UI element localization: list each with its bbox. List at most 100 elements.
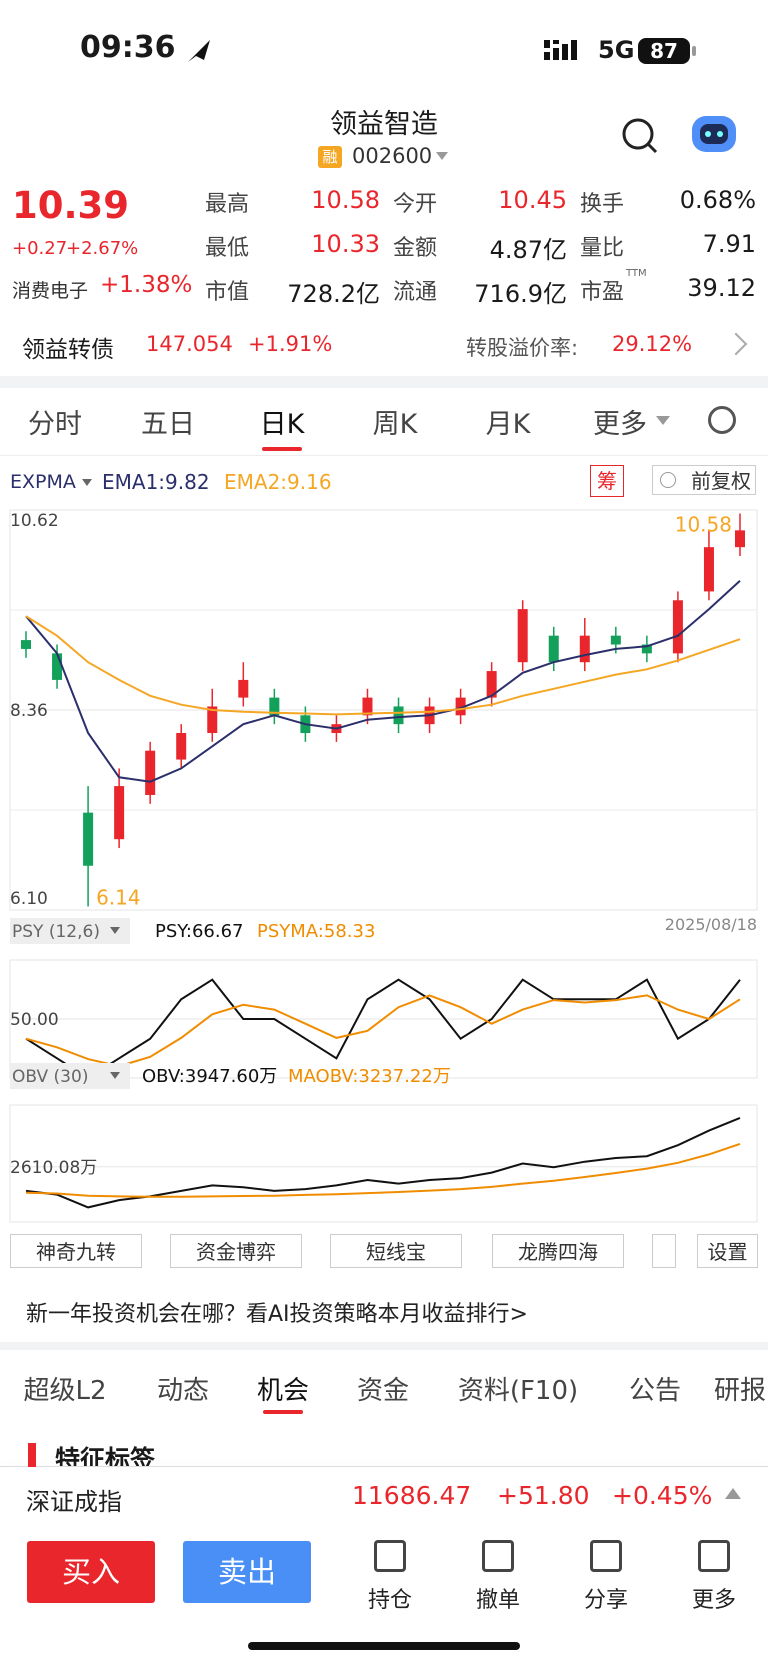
period-tab[interactable]: 周K xyxy=(372,409,418,440)
stat-label: 流通 xyxy=(393,280,438,305)
period-tab[interactable]: 日K xyxy=(259,409,305,440)
robot-eye xyxy=(717,131,723,137)
logo-text: 平安 xyxy=(79,112,113,132)
stat-value: 10.33 xyxy=(311,230,380,258)
stat-value: 4.87亿 xyxy=(489,236,567,264)
detail-tab[interactable]: 公告 xyxy=(628,1376,681,1406)
candle-body xyxy=(735,530,745,548)
ema-line xyxy=(25,615,741,716)
tool-button[interactable]: 龙腾四海 xyxy=(492,1234,624,1268)
stat-label: 换手 xyxy=(580,192,625,217)
sector-pct: +1.38% xyxy=(100,272,193,298)
candle-body xyxy=(207,706,218,734)
index-bar-bg xyxy=(0,1467,768,1523)
period-tab[interactable]: 更多 xyxy=(593,409,647,440)
chip-button[interactable]: 筹 xyxy=(590,465,624,497)
price-change-pct: +2.67% xyxy=(66,238,139,259)
indicator-name[interactable]: EXPMA xyxy=(10,471,76,493)
action-icon[interactable] xyxy=(482,1540,514,1572)
candle-body xyxy=(672,600,683,654)
logo-text: 证券 xyxy=(79,134,113,154)
sell-button[interactable]: 卖出 xyxy=(183,1541,311,1603)
ema-line xyxy=(25,580,741,783)
action-label[interactable]: 撤单 xyxy=(475,1588,520,1613)
divider xyxy=(0,455,768,456)
location-icon xyxy=(188,40,210,62)
stat-sup: TTM xyxy=(626,268,647,279)
candle-body xyxy=(83,812,94,866)
candle-body xyxy=(393,706,404,725)
detail-tab[interactable]: 研报 xyxy=(713,1376,766,1406)
sector-name: 消费电子 xyxy=(12,280,89,302)
chevron xyxy=(724,332,748,356)
candle-body xyxy=(455,697,466,716)
dropdown xyxy=(110,1072,120,1079)
x-tick-label: 2025/08/18 xyxy=(665,915,757,934)
index-change: +51.80 xyxy=(497,1481,590,1510)
separator xyxy=(0,376,768,388)
y-tick-label: 6.10 xyxy=(10,889,48,909)
candle-body xyxy=(238,679,249,698)
action-icon[interactable] xyxy=(374,1540,406,1572)
bond-pct: +1.91% xyxy=(248,332,333,356)
stat-label: 金额 xyxy=(393,236,438,261)
action-label[interactable]: 更多 xyxy=(691,1588,736,1613)
detail-tab[interactable]: 机会 xyxy=(256,1376,309,1406)
period-tab[interactable]: 月K xyxy=(485,409,531,440)
candle-body xyxy=(517,609,528,663)
y-tick-label: 8.36 xyxy=(10,701,48,721)
promo-banner[interactable]: 新一年投资机会在哪？看AI投资策略本月收益排行> xyxy=(26,1302,528,1327)
kline-chart: 10.628.366.102025/03/272025/08/186.1410.… xyxy=(9,509,758,1223)
legend-item: PSYMA:58.33 xyxy=(257,921,375,942)
price-annotation: 10.58 xyxy=(675,513,732,537)
candle-body xyxy=(176,733,187,760)
detail-tab[interactable]: 资金 xyxy=(356,1376,409,1406)
indicator-line xyxy=(25,1142,741,1198)
action-icon[interactable] xyxy=(590,1540,622,1572)
detail-tab[interactable]: 超级L2 xyxy=(23,1376,107,1406)
candle-body xyxy=(548,635,559,663)
divider xyxy=(0,1466,768,1467)
expand-icon[interactable] xyxy=(725,1488,741,1499)
stat-value: 39.12 xyxy=(687,274,756,302)
premium-label: 转股溢价率: xyxy=(466,336,579,360)
candle-body xyxy=(610,635,621,645)
adjust-button[interactable]: 前复权 xyxy=(652,465,756,495)
header-icons xyxy=(622,116,736,154)
candle-body xyxy=(362,697,373,716)
stat-label: 今开 xyxy=(393,192,438,217)
action-label[interactable]: 持仓 xyxy=(367,1588,412,1613)
detail-tab[interactable]: 资料(F10) xyxy=(457,1376,579,1406)
period-tab[interactable]: 五日 xyxy=(141,409,195,440)
action-icon[interactable] xyxy=(698,1540,730,1572)
battery-level: 87 xyxy=(650,39,678,63)
tool-button[interactable]: 设置 xyxy=(697,1234,758,1268)
stat-label: 最低 xyxy=(205,236,250,261)
search-handle xyxy=(646,142,658,154)
battery xyxy=(638,38,690,64)
legend-item: MAOBV:3237.22万 xyxy=(288,1066,451,1087)
tool-button[interactable]: 神奇九转 xyxy=(10,1234,142,1268)
tool-button[interactable]: 短线宝 xyxy=(330,1234,462,1268)
indicator-line xyxy=(25,994,741,1068)
stat-value: 10.58 xyxy=(311,186,380,214)
settings-icon[interactable] xyxy=(708,406,736,434)
bond-price: 147.054 xyxy=(146,332,233,356)
stock-name: 领益智造 xyxy=(330,109,438,140)
panel-title: OBV (30) xyxy=(12,1067,88,1087)
candle-body xyxy=(579,635,590,663)
action-label[interactable]: 分享 xyxy=(583,1588,628,1613)
price-annotation: 6.14 xyxy=(96,885,141,909)
buy-button[interactable]: 买入 xyxy=(27,1541,155,1603)
search-icon[interactable] xyxy=(622,118,654,150)
battery-tip xyxy=(692,46,696,56)
section-title: 特征标签 xyxy=(55,1445,156,1466)
detail-tab[interactable]: 动态 xyxy=(156,1376,209,1406)
tool-button[interactable]: 资金博弈 xyxy=(170,1234,302,1268)
candle-body xyxy=(641,644,652,654)
tab-underline xyxy=(263,1410,303,1414)
dropdown xyxy=(110,927,120,934)
info-icon xyxy=(660,472,676,488)
legend-item: OBV:3947.60万 xyxy=(142,1066,277,1087)
period-tab[interactable]: 分时 xyxy=(28,409,82,440)
